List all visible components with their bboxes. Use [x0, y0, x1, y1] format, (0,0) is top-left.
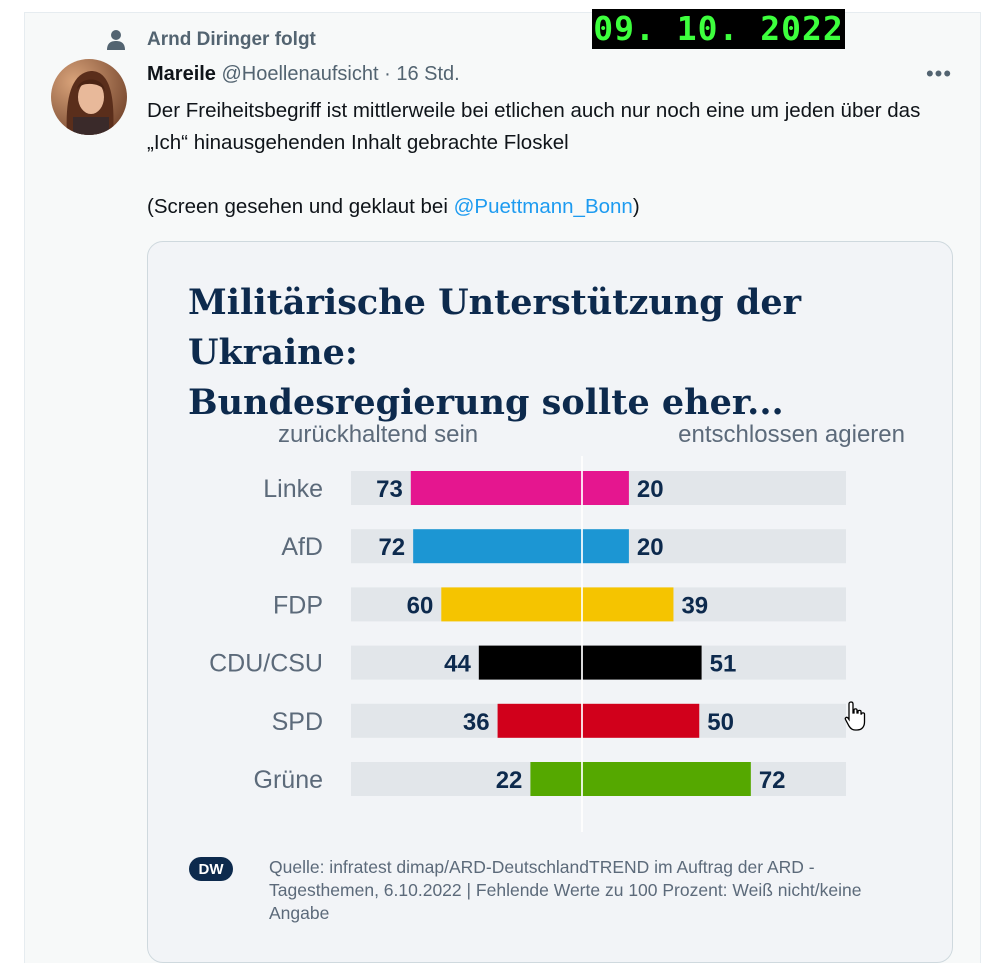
chart-title-line: Bundesregierung sollte eher...	[188, 382, 784, 423]
tweet-text: Der Freiheitsbegriff ist mittlerweile be…	[147, 95, 927, 223]
category-label: SPD	[272, 708, 323, 736]
bar-left-spd	[497, 703, 582, 738]
value-label-left: 73	[376, 476, 403, 503]
bar-left-cdu/csu	[478, 645, 582, 680]
tweet-header: Mareile @Hoellenaufsicht · 16 Std.	[147, 63, 460, 86]
bar-left-grüne	[530, 762, 582, 796]
tweet-text-line: (Screen gesehen und geklaut bei @Puettma…	[147, 191, 927, 223]
bar-right-cdu/csu	[582, 645, 702, 680]
value-label-left: 44	[444, 651, 471, 678]
category-label: CDU/CSU	[209, 650, 323, 678]
bar-left-fdp	[441, 587, 582, 622]
person-icon	[107, 30, 125, 50]
date-stamp: 09. 10. 2022	[592, 9, 845, 49]
separator: ·	[384, 63, 391, 85]
value-label-right: 50	[707, 709, 734, 736]
right-axis-label: entschlossen agieren	[678, 421, 905, 448]
svg-text:DW: DW	[199, 861, 225, 878]
chart-title-line: Militärische Unterstützung der Ukraine:	[188, 282, 802, 373]
text-prefix: (Screen gesehen und geklaut bei	[147, 195, 454, 218]
bar-left-afd	[413, 529, 582, 564]
value-label-right: 72	[759, 767, 786, 794]
bar-right-grüne	[582, 762, 751, 796]
value-label-right: 51	[710, 651, 737, 678]
bar-left-linke	[410, 471, 582, 505]
hand-cursor-icon	[844, 701, 866, 731]
chart-source: Quelle: infratest dimap/ARD-DeutschlandT…	[269, 857, 862, 923]
category-label: AfD	[281, 533, 323, 561]
category-label: FDP	[273, 591, 323, 619]
bar-right-spd	[582, 703, 700, 738]
category-label: Linke	[263, 475, 323, 503]
value-label-left: 36	[463, 709, 490, 736]
author-handle[interactable]: @Hoellenaufsicht	[221, 63, 379, 85]
value-label-left: 60	[407, 592, 434, 619]
value-label-left: 72	[378, 534, 405, 561]
value-label-right: 39	[681, 592, 708, 619]
tweet-media[interactable]: Militärische Unterstützung der Ukraine: …	[147, 241, 953, 963]
left-axis-label: zurückhaltend sein	[278, 421, 478, 448]
bar-right-fdp	[582, 587, 674, 622]
tweet-text-line: Der Freiheitsbegriff ist mittlerweile be…	[147, 99, 921, 154]
mention-link[interactable]: @Puettmann_Bonn	[453, 195, 633, 218]
text-suffix: )	[632, 195, 640, 218]
social-context[interactable]: Arnd Diringer folgt	[147, 29, 316, 50]
bar-right-linke	[582, 471, 629, 505]
tweet-time[interactable]: 16 Std.	[396, 63, 460, 85]
value-label-left: 22	[496, 767, 523, 794]
value-label-right: 20	[637, 476, 664, 503]
bar-right-afd	[582, 529, 629, 564]
avatar[interactable]	[51, 59, 127, 135]
chart: zurückhaltend sein entschlossen agieren Li…	[209, 421, 905, 832]
more-icon[interactable]: •••	[925, 61, 953, 86]
dw-logo: DW	[189, 857, 233, 881]
category-label: Grüne	[254, 766, 323, 794]
value-label-right: 20	[637, 534, 664, 561]
chart-title: Militärische Unterstützung der Ukraine: …	[188, 278, 928, 428]
author-name[interactable]: Mareile	[147, 63, 216, 85]
